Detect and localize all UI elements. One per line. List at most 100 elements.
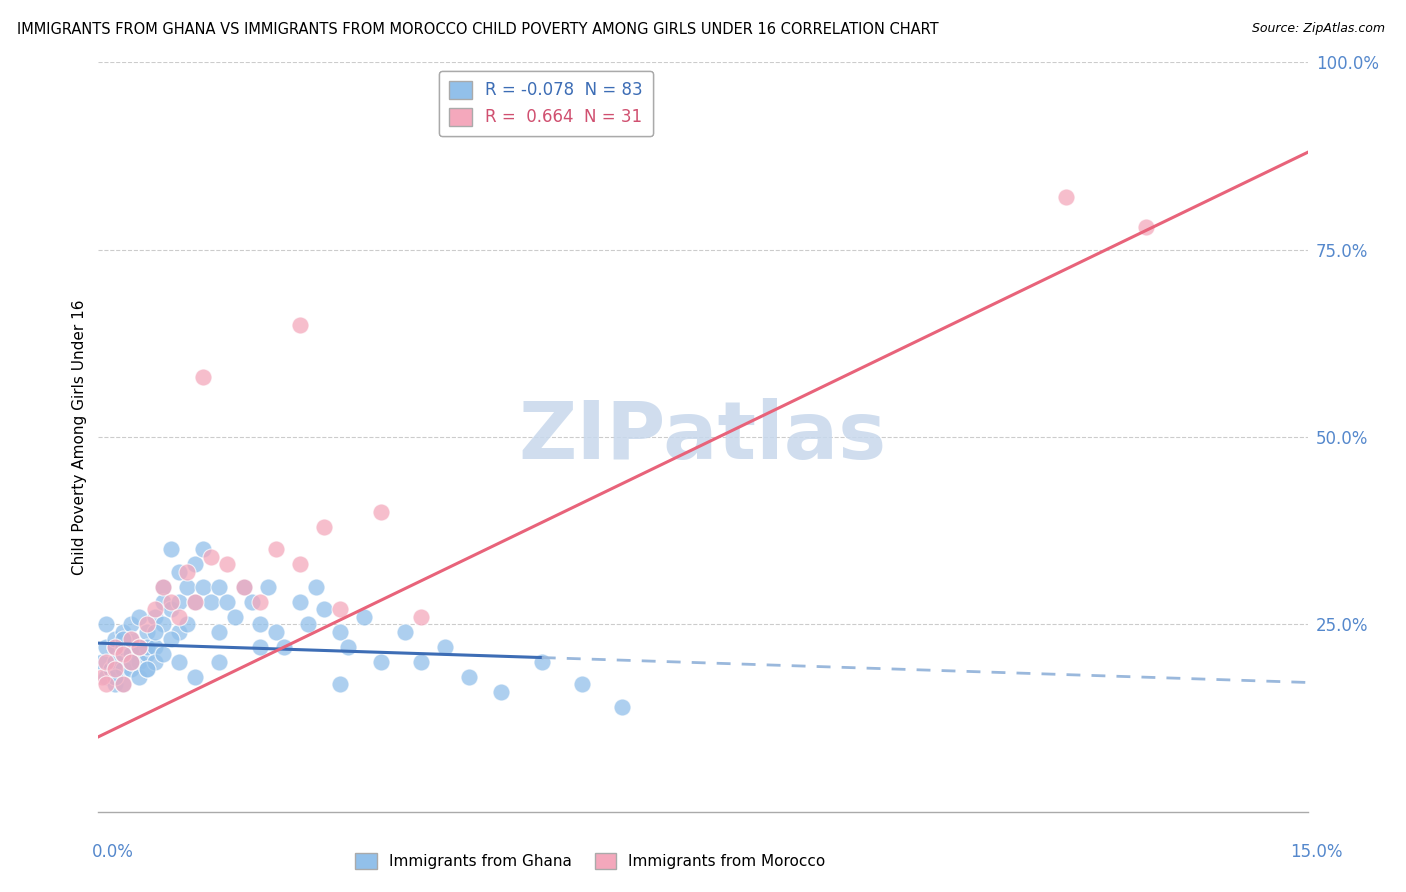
- Legend: R = -0.078  N = 83, R =  0.664  N = 31: R = -0.078 N = 83, R = 0.664 N = 31: [439, 70, 652, 136]
- Point: [111, 632, 134, 647]
- Point: [176, 565, 198, 579]
- Point: [167, 595, 190, 609]
- Point: [111, 648, 134, 662]
- Point: [152, 580, 174, 594]
- Point: [288, 318, 311, 332]
- Point: [91, 670, 114, 684]
- Point: [120, 655, 142, 669]
- Point: [217, 595, 239, 609]
- Point: [232, 580, 254, 594]
- Point: [135, 617, 157, 632]
- Point: [111, 624, 134, 639]
- Point: [394, 624, 416, 639]
- Point: [143, 602, 166, 616]
- Point: [96, 617, 118, 632]
- Point: [167, 624, 190, 639]
- Point: [491, 685, 513, 699]
- Point: [120, 648, 142, 662]
- Text: 0.0%: 0.0%: [91, 843, 134, 861]
- Text: 15.0%: 15.0%: [1291, 843, 1343, 861]
- Point: [314, 520, 336, 534]
- Point: [111, 677, 134, 691]
- Point: [530, 655, 553, 669]
- Point: [434, 640, 457, 654]
- Point: [288, 558, 311, 572]
- Point: [329, 602, 352, 616]
- Text: Source: ZipAtlas.com: Source: ZipAtlas.com: [1251, 22, 1385, 36]
- Point: [167, 565, 190, 579]
- Point: [111, 677, 134, 691]
- Point: [111, 648, 134, 662]
- Point: [120, 632, 142, 647]
- Point: [193, 370, 215, 384]
- Point: [111, 662, 134, 676]
- Point: [103, 662, 125, 676]
- Point: [135, 640, 157, 654]
- Point: [160, 595, 183, 609]
- Point: [264, 624, 287, 639]
- Point: [143, 640, 166, 654]
- Point: [135, 662, 157, 676]
- Point: [200, 549, 222, 564]
- Y-axis label: Child Poverty Among Girls Under 16: Child Poverty Among Girls Under 16: [72, 300, 87, 574]
- Point: [217, 558, 239, 572]
- Point: [135, 624, 157, 639]
- Point: [176, 617, 198, 632]
- Point: [232, 580, 254, 594]
- Point: [103, 640, 125, 654]
- Point: [193, 580, 215, 594]
- Point: [135, 648, 157, 662]
- Point: [143, 624, 166, 639]
- Point: [111, 640, 134, 654]
- Point: [96, 677, 118, 691]
- Point: [1135, 220, 1157, 235]
- Point: [288, 595, 311, 609]
- Point: [120, 655, 142, 669]
- Point: [143, 610, 166, 624]
- Point: [120, 617, 142, 632]
- Point: [273, 640, 295, 654]
- Point: [167, 655, 190, 669]
- Legend: Immigrants from Ghana, Immigrants from Morocco: Immigrants from Ghana, Immigrants from M…: [349, 847, 832, 875]
- Point: [100, 662, 122, 676]
- Point: [103, 655, 125, 669]
- Point: [128, 610, 150, 624]
- Point: [128, 670, 150, 684]
- Point: [208, 580, 231, 594]
- Point: [176, 580, 198, 594]
- Point: [103, 677, 125, 691]
- Point: [240, 595, 263, 609]
- Point: [409, 655, 432, 669]
- Point: [128, 640, 150, 654]
- Point: [103, 670, 125, 684]
- Point: [91, 655, 114, 669]
- Point: [96, 640, 118, 654]
- Point: [224, 610, 246, 624]
- Point: [152, 648, 174, 662]
- Point: [184, 595, 207, 609]
- Point: [167, 610, 190, 624]
- Point: [128, 640, 150, 654]
- Point: [458, 670, 481, 684]
- Point: [120, 662, 142, 676]
- Point: [152, 580, 174, 594]
- Point: [353, 610, 375, 624]
- Point: [370, 655, 392, 669]
- Point: [128, 655, 150, 669]
- Point: [314, 602, 336, 616]
- Point: [152, 617, 174, 632]
- Point: [571, 677, 593, 691]
- Point: [612, 699, 634, 714]
- Point: [1054, 190, 1077, 204]
- Point: [409, 610, 432, 624]
- Point: [184, 670, 207, 684]
- Point: [184, 595, 207, 609]
- Point: [264, 542, 287, 557]
- Point: [120, 632, 142, 647]
- Text: ZIPatlas: ZIPatlas: [519, 398, 887, 476]
- Point: [160, 632, 183, 647]
- Point: [297, 617, 319, 632]
- Point: [208, 624, 231, 639]
- Point: [160, 602, 183, 616]
- Point: [135, 662, 157, 676]
